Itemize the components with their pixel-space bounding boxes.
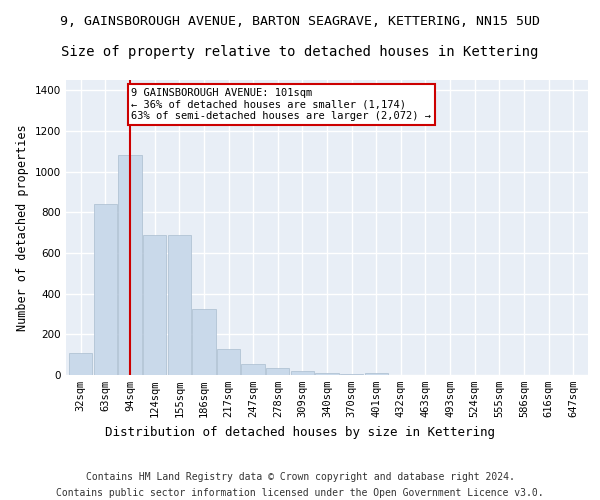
Bar	[143, 234, 166, 375]
Bar	[290, 371, 314, 375]
Bar	[316, 372, 338, 375]
Text: 9 GAINSBOROUGH AVENUE: 101sqm
← 36% of detached houses are smaller (1,174)
63% o: 9 GAINSBOROUGH AVENUE: 101sqm ← 36% of d…	[131, 88, 431, 122]
Text: Distribution of detached houses by size in Kettering: Distribution of detached houses by size …	[105, 426, 495, 439]
Bar	[167, 234, 191, 375]
Text: Contains HM Land Registry data © Crown copyright and database right 2024.: Contains HM Land Registry data © Crown c…	[86, 472, 514, 482]
Bar	[69, 353, 92, 375]
Bar	[340, 374, 364, 375]
Y-axis label: Number of detached properties: Number of detached properties	[16, 124, 29, 331]
Bar	[94, 204, 117, 375]
Bar	[241, 364, 265, 375]
Bar	[217, 348, 240, 375]
Bar	[266, 368, 289, 375]
Bar	[192, 309, 215, 375]
Bar	[118, 156, 142, 375]
Text: Contains public sector information licensed under the Open Government Licence v3: Contains public sector information licen…	[56, 488, 544, 498]
Text: Size of property relative to detached houses in Kettering: Size of property relative to detached ho…	[61, 45, 539, 59]
Text: 9, GAINSBOROUGH AVENUE, BARTON SEAGRAVE, KETTERING, NN15 5UD: 9, GAINSBOROUGH AVENUE, BARTON SEAGRAVE,…	[60, 15, 540, 28]
Bar	[365, 373, 388, 375]
